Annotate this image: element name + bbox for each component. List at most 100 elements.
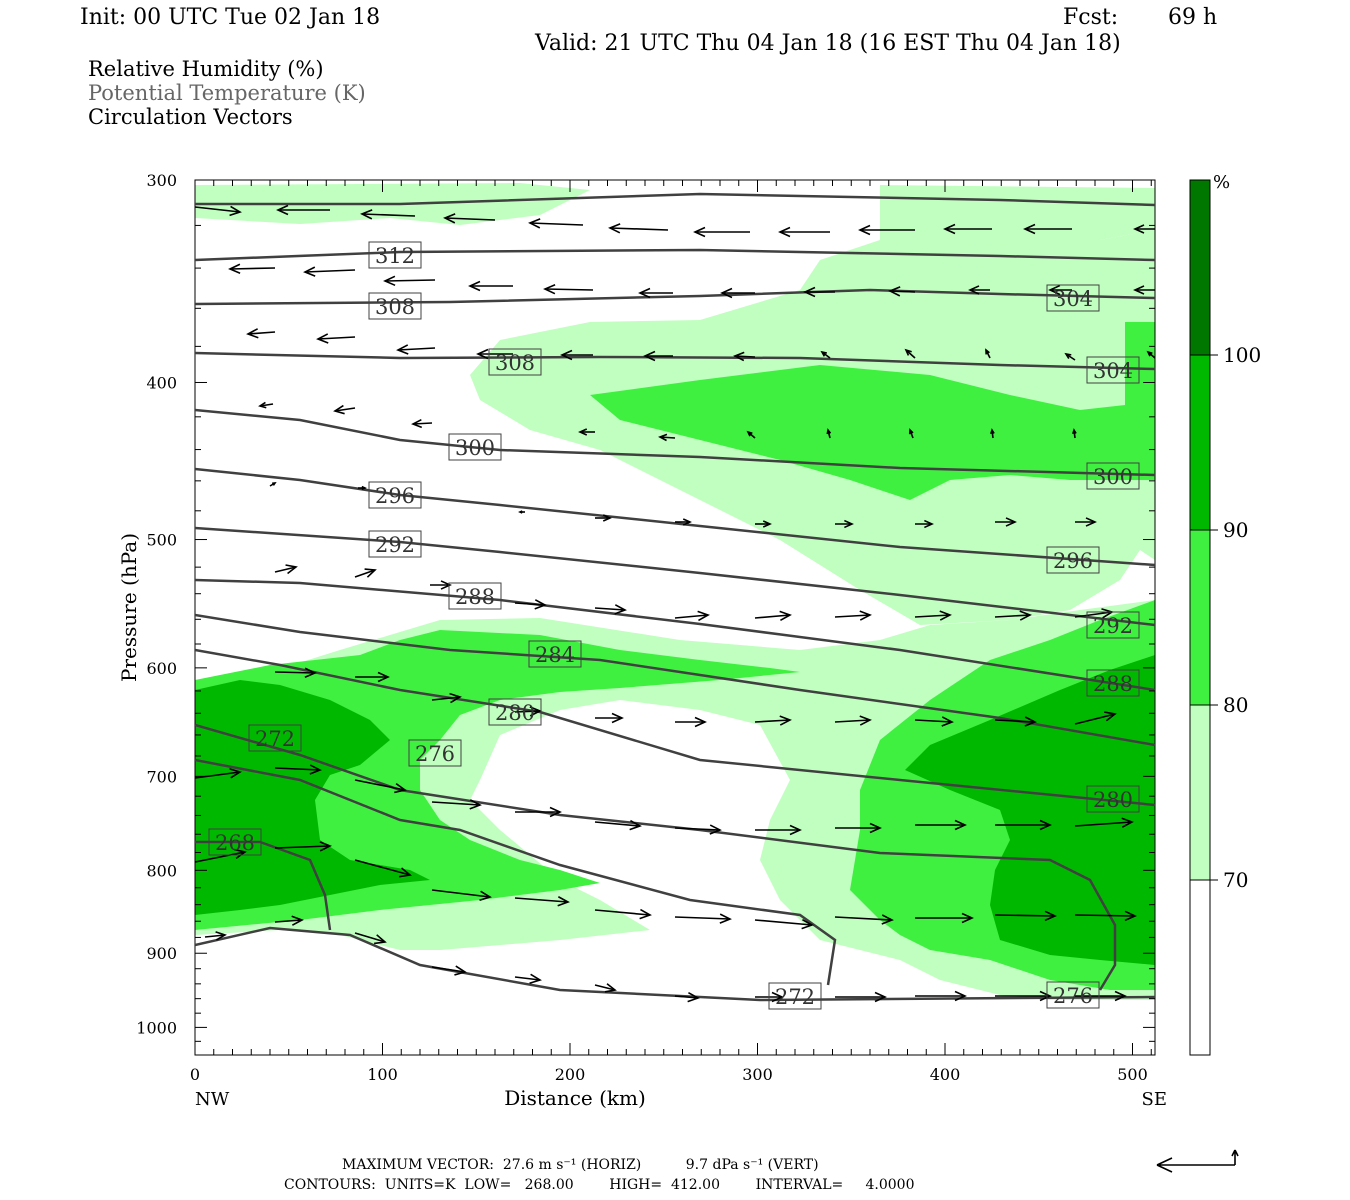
wind-vector-head	[557, 896, 570, 907]
y-tick-label: 500	[146, 531, 177, 550]
contour-label-box	[448, 433, 502, 461]
wind-vector-shaft	[397, 347, 436, 351]
wind-vector-head	[924, 519, 934, 529]
wind-vector-head	[1039, 990, 1052, 1002]
wind-vector-head	[602, 514, 612, 522]
x-end-label-se: SE	[1142, 1089, 1167, 1110]
wind-vector	[514, 896, 570, 907]
wind-vector	[1072, 428, 1077, 439]
contour-label-text: 272	[255, 727, 295, 751]
contour-line	[195, 467, 1155, 567]
wind-vector	[803, 286, 835, 298]
wind-vector	[443, 213, 496, 224]
contour-label: 308	[488, 348, 542, 376]
wind-vector	[595, 712, 624, 724]
wind-vector-shaft	[834, 916, 893, 921]
wind-vector-head	[1133, 285, 1145, 295]
wind-vector	[476, 348, 513, 360]
contour-label-box	[368, 530, 422, 558]
x-axis-label: Distance (km)	[504, 1086, 646, 1110]
contour-label-box	[368, 481, 422, 509]
wind-vector-shaft	[412, 422, 433, 425]
wind-vector-head	[639, 908, 652, 920]
contour-label: 292	[1086, 611, 1140, 639]
contour-line	[195, 408, 1155, 477]
wind-vector-head	[454, 965, 467, 976]
wind-vector	[968, 285, 990, 295]
y-tick-label: 400	[146, 373, 177, 392]
wind-vector-shaft	[204, 934, 226, 938]
wind-vector	[608, 223, 669, 234]
wind-vector	[276, 204, 330, 216]
wind-vector-shaft	[734, 355, 756, 358]
wind-vector-head	[272, 481, 277, 486]
wind-vector-head	[687, 991, 700, 1003]
wind-vector-head	[560, 349, 573, 361]
wind-vector	[528, 218, 584, 229]
wind-vector-head	[360, 209, 373, 220]
wind-vector	[834, 715, 872, 726]
wind-vector-head	[693, 226, 706, 238]
contour-label-box	[408, 739, 462, 767]
wind-vector-head	[614, 604, 627, 615]
wind-vector	[835, 822, 882, 834]
contour-line	[195, 613, 1155, 747]
wind-vector	[995, 990, 1052, 1002]
wind-vector-shaft	[994, 614, 1031, 618]
wind-vector	[674, 824, 722, 835]
rh-80-90-region	[195, 630, 800, 930]
wind-vector	[915, 819, 967, 831]
contour-label-text: 288	[1093, 672, 1133, 696]
contour-label-box	[1086, 785, 1140, 813]
wind-vector	[908, 428, 914, 439]
wind-vector	[990, 428, 995, 439]
wind-vector-head	[611, 712, 624, 724]
wind-vector-head	[694, 716, 707, 728]
wind-vector	[675, 518, 692, 526]
wind-vector-head	[1104, 711, 1117, 722]
wind-vector-head	[1072, 428, 1077, 435]
wind-vector	[693, 226, 750, 238]
legend-potential-temperature: Potential Temperature (K)	[88, 81, 366, 105]
contour-label-text: 280	[1093, 788, 1133, 812]
wind-vector-head	[411, 418, 423, 429]
reference-vector-horizontal-arrow	[1156, 1157, 1235, 1173]
wind-vector	[358, 485, 367, 491]
wind-vector-head	[476, 348, 489, 360]
wind-vector-head	[869, 822, 882, 834]
wind-vector	[995, 819, 1052, 831]
wind-vector-head	[215, 931, 227, 941]
colorbar-segment	[1189, 529, 1211, 706]
contour-label-text: 308	[495, 351, 535, 375]
contour-label: 284	[528, 640, 582, 668]
wind-vector-shaft	[431, 801, 481, 806]
wind-vector	[643, 350, 673, 362]
wind-vector-head	[1023, 223, 1036, 235]
wind-vector-head	[443, 213, 456, 224]
wind-vector	[733, 351, 756, 362]
rh-70-80-region	[880, 185, 1155, 240]
contour-label-text: 296	[375, 484, 415, 508]
wind-vector-head	[234, 848, 247, 860]
wind-vector-shaft	[514, 897, 569, 903]
legend-circulation-vectors: Circulation Vectors	[88, 105, 293, 129]
wind-vector	[1074, 817, 1134, 828]
contour-label: 296	[1046, 546, 1100, 574]
wind-vector-head	[939, 610, 952, 621]
wind-vector	[468, 280, 513, 292]
x-tick-label: 400	[930, 1065, 961, 1084]
wind-vector-shaft	[514, 602, 546, 606]
y-tick-label: 700	[146, 767, 177, 786]
colorbar-level-label: 90	[1223, 518, 1248, 542]
axes-layer: 0 100 200 300 400 500 300 400 500 600 700 800 900 100…	[117, 171, 1167, 1110]
wind-vector-head	[399, 867, 412, 878]
wind-vector	[204, 931, 227, 941]
contour-label: 296	[368, 481, 422, 509]
wind-vector	[995, 517, 1017, 527]
reference-vector-vertical-arrow	[1231, 1149, 1239, 1165]
wind-vector-head	[844, 519, 854, 529]
wind-vector-head	[697, 610, 710, 622]
contour-label-box	[488, 348, 542, 376]
x-tick-label: 0	[190, 1065, 200, 1084]
wind-vector-head	[258, 401, 267, 409]
